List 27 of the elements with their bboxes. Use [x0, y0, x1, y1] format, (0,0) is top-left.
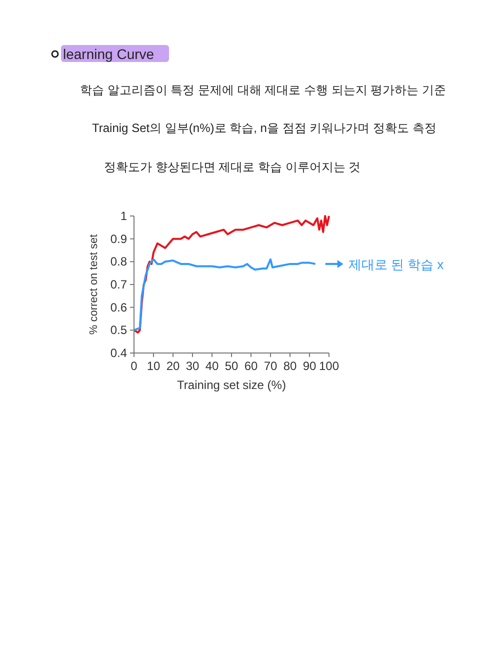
line-series	[133, 258, 316, 332]
x-tick-label: 10	[146, 359, 160, 373]
x-tick-label: 90	[302, 359, 316, 373]
x-tick-label: 60	[244, 359, 258, 373]
annotation: 제대로 된 학습 x	[348, 256, 444, 272]
y-tick-label: 0.8	[110, 254, 128, 269]
y-tick-label: 0.4	[110, 346, 128, 360]
text: Trainig Set의 일부(n%)로 학습, n을 점점 키워나가며 정확도 측정	[92, 121, 436, 135]
x-tick-label: 50	[224, 359, 238, 373]
y-tick-label: 0.5	[110, 323, 128, 338]
x-tick-label: 80	[283, 359, 297, 373]
x-tick-label: 30	[186, 359, 200, 373]
x-tick-label: 20	[166, 359, 180, 373]
y-tick-label: 0.6	[110, 300, 128, 314]
y-tick-label: 1	[120, 209, 128, 223]
x-tick-label: 100	[318, 359, 340, 373]
x-tick-label: 0	[130, 359, 138, 373]
y-tick-label: 0.7	[110, 278, 128, 292]
y-axis-title: % correct on test set	[88, 234, 100, 335]
x-axis-title: Training set size (%)	[177, 378, 286, 392]
chart-title: learning Curve	[63, 46, 154, 62]
text: 정확도가 향상된다면 제대로 학습 이루어지는 것	[104, 160, 361, 174]
x-tick-label: 70	[264, 359, 278, 373]
y-tick-label: 0.9	[110, 232, 128, 246]
line-series	[133, 215, 330, 334]
x-tick-label: 40	[205, 359, 219, 373]
text: 학습 알고리즘이 특정 문제에 대해 제대로 수행 되는지 평가하는 기준	[80, 83, 446, 97]
